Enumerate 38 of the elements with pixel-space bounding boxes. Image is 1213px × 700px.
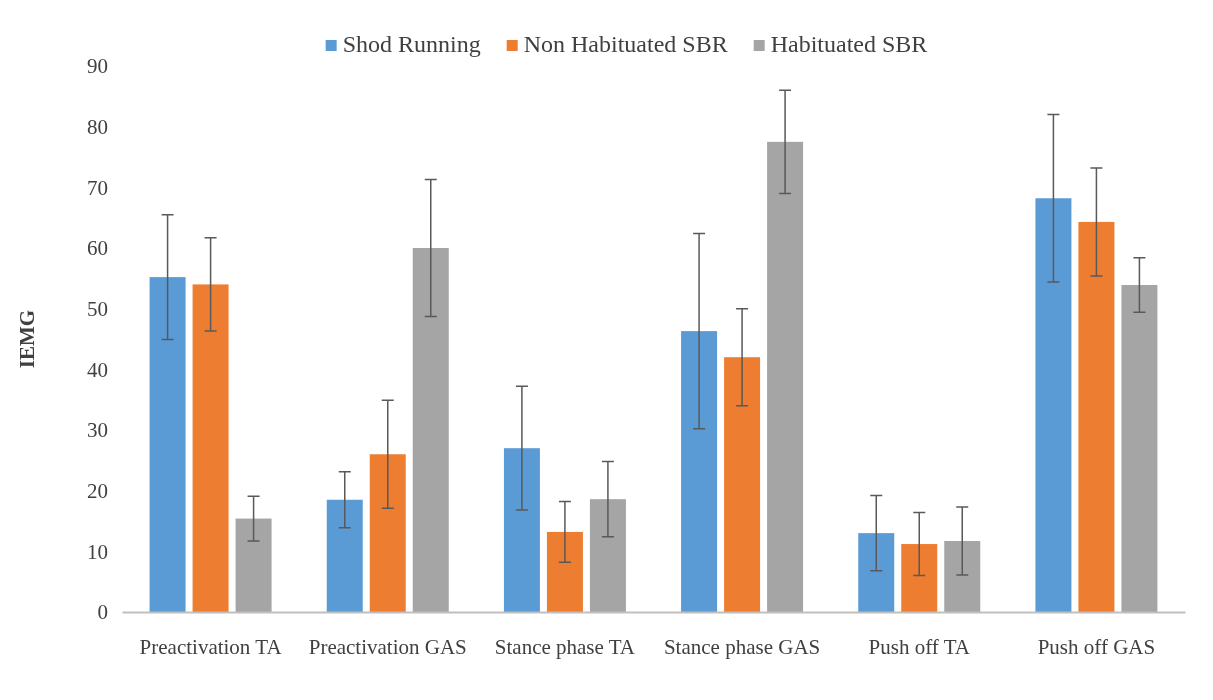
x-tick-label: Stance phase GAS	[663, 635, 821, 659]
bar	[767, 141, 804, 612]
y-tick-label: 20	[87, 478, 108, 503]
bar	[369, 454, 406, 612]
legend-label: Shod Running	[342, 31, 481, 57]
x-tick-label: Preactivation GAS	[308, 635, 467, 659]
bar	[724, 357, 761, 612]
bar	[589, 499, 626, 612]
bar	[1035, 198, 1072, 612]
y-tick-label: 80	[87, 114, 108, 139]
y-tick-label: 60	[87, 236, 108, 261]
x-tick-label: Push off GAS	[1037, 635, 1156, 659]
y-tick-label: 40	[87, 357, 108, 382]
bar	[944, 541, 981, 612]
bar	[412, 248, 449, 612]
bar	[1078, 221, 1115, 612]
y-axis-title: IEMG	[15, 309, 39, 369]
bar	[1121, 285, 1158, 612]
x-tick-label: Stance phase TA	[494, 635, 636, 659]
bar	[503, 448, 540, 612]
legend-label: Habituated SBR	[770, 31, 928, 57]
y-tick-label: 30	[87, 418, 108, 443]
y-tick-label: 90	[87, 54, 108, 79]
bar	[901, 544, 938, 612]
y-tick-label: 0	[97, 600, 108, 625]
y-tick-label: 50	[87, 296, 108, 321]
bar	[546, 531, 583, 612]
bar	[192, 284, 229, 612]
bar	[326, 499, 363, 612]
x-tick-label: Push off TA	[868, 635, 971, 659]
bar	[235, 518, 272, 612]
y-tick-label: 70	[87, 175, 108, 200]
bar	[858, 533, 895, 612]
bar	[681, 331, 718, 612]
legend-label: Non Habituated SBR	[523, 31, 728, 57]
bar	[149, 277, 186, 612]
y-tick-label: 10	[87, 539, 108, 564]
x-tick-label: Preactivation TA	[139, 635, 283, 659]
